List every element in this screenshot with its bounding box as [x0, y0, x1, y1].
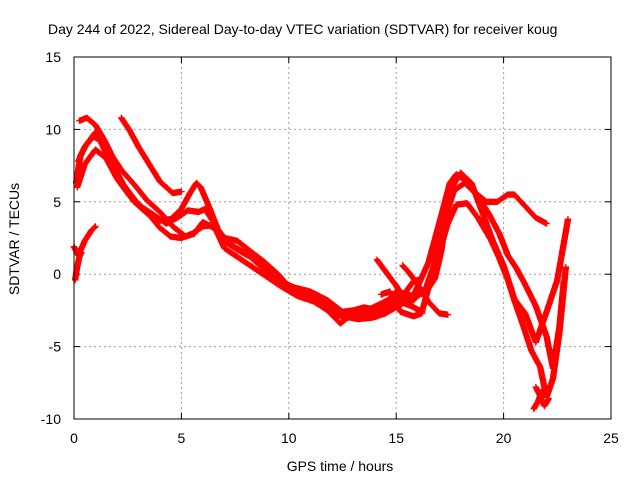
x-axis-label: GPS time / hours — [287, 458, 394, 474]
data-markers — [70, 114, 572, 413]
x-tick-label: 0 — [70, 430, 78, 446]
series-track-10 — [378, 288, 426, 320]
y-axis-label: SDTVAR / TECUs — [6, 183, 22, 295]
y-tick-label: 0 — [53, 266, 61, 282]
y-tick-label: -10 — [41, 411, 61, 427]
x-tick-label: 15 — [388, 430, 404, 446]
series-markers — [118, 114, 185, 197]
x-tick-label: 5 — [178, 430, 186, 446]
series-markers — [71, 249, 85, 284]
series-markers — [399, 262, 451, 318]
x-tick-labels: 0 5 10 15 20 25 — [70, 430, 619, 446]
series-markers — [530, 386, 546, 413]
series-track-8 — [373, 256, 421, 300]
series-track-9 — [399, 262, 451, 318]
series-markers — [373, 256, 421, 300]
series-track-4 — [76, 114, 572, 346]
x-tick-label: 10 — [281, 430, 297, 446]
y-tick-labels: -10 -5 0 5 10 15 — [41, 49, 61, 427]
series-track-7 — [71, 249, 85, 284]
y-tick-label: 5 — [53, 194, 61, 210]
x-tick-label: 25 — [603, 430, 619, 446]
series-markers — [76, 114, 572, 346]
y-tick-label: 15 — [45, 49, 61, 65]
series-markers — [378, 288, 426, 320]
x-tick-label: 20 — [496, 430, 512, 446]
y-tick-label: -5 — [49, 339, 62, 355]
series-track-5 — [118, 114, 185, 197]
series-track-12 — [530, 386, 546, 413]
y-tick-label: 10 — [45, 121, 61, 137]
chart-title: Day 244 of 2022, Sidereal Day-to-day VTE… — [48, 21, 557, 37]
plot-frame — [73, 56, 612, 420]
